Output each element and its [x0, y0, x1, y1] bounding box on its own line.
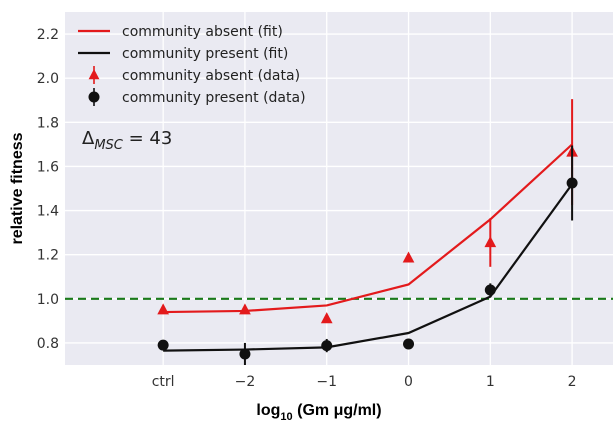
legend-triangle-swatch: [88, 69, 100, 80]
y-tick-label: 1.0: [37, 292, 59, 308]
x-axis-label: log10 (Gm μg/ml): [256, 402, 381, 423]
legend-label: community absent (fit): [122, 24, 283, 40]
y-tick-label: 2.2: [37, 27, 59, 43]
x-axis-label-rest: (Gm μg/ml): [293, 402, 382, 419]
y-tick-label: 0.8: [37, 336, 59, 352]
legend-circle-swatch: [88, 91, 100, 103]
x-tick-label: −2: [235, 374, 256, 390]
annotation-symbol: Δ: [82, 128, 95, 149]
x-axis-label-base: 10: [280, 411, 292, 423]
x-tick-label: −1: [316, 374, 337, 390]
x-tick-label: ctrl: [152, 374, 175, 390]
series-community-absent-fit-: [163, 143, 573, 314]
data-point-triangle: [157, 303, 169, 315]
legend-item: community absent (data): [88, 66, 300, 84]
data-point-circle: [566, 177, 578, 189]
data-point-triangle: [239, 303, 251, 315]
data-point-circle: [484, 284, 496, 296]
legend-label: community absent (data): [122, 68, 300, 84]
legend-label: community present (fit): [122, 46, 288, 62]
y-tick-label: 1.8: [37, 115, 59, 131]
annotation-value: = 43: [123, 128, 172, 149]
y-tick-label: 2.0: [37, 71, 59, 87]
plot-background: [65, 12, 613, 365]
delta-msc-annotation: ΔMSC = 43: [82, 128, 172, 153]
data-point-triangle: [402, 251, 415, 263]
y-tick-label: 1.6: [37, 159, 59, 175]
fit-line: [163, 183, 573, 352]
x-tick-label: 2: [568, 374, 577, 390]
data-point-circle: [321, 340, 333, 352]
tick-labels: 0.8 1.0 1.2 1.4 1.6 1.8 2.0 2.2 ctrl −2 −1 0 1 2: [37, 27, 577, 390]
series-community-present-data-: [157, 145, 578, 365]
y-axis-label: relative fitness: [9, 132, 26, 244]
legend: community absent (fit) community present …: [78, 24, 306, 106]
data-point-circle: [157, 339, 169, 351]
fit-line: [163, 143, 573, 314]
x-tick-label: 1: [486, 374, 495, 390]
legend-item: community absent (fit): [78, 24, 283, 40]
series-layer: [157, 99, 578, 365]
legend-label: community present (data): [122, 90, 306, 106]
x-axis-label-log: log: [256, 402, 280, 419]
legend-item: community present (data): [88, 88, 306, 106]
data-point-triangle: [320, 312, 333, 324]
y-tick-label: 1.2: [37, 248, 59, 264]
series-community-present-fit-: [163, 183, 573, 352]
annotation-subscript: MSC: [94, 138, 123, 153]
y-tick-label: 1.4: [37, 204, 59, 220]
data-point-circle: [403, 338, 415, 350]
data-point-triangle: [484, 236, 497, 248]
x-tick-label: 0: [404, 374, 413, 390]
legend-item: community present (fit): [78, 46, 288, 62]
data-point-circle: [239, 348, 251, 360]
